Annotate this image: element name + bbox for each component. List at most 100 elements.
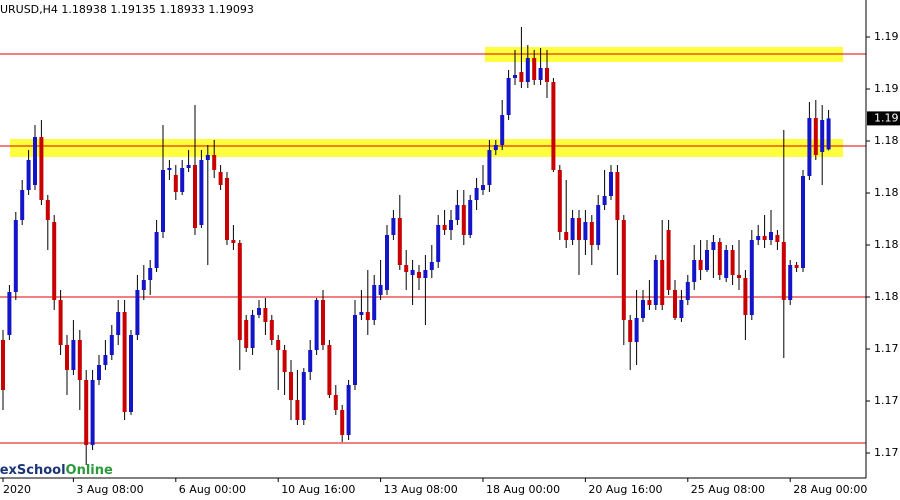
candle-body xyxy=(45,200,50,220)
candle-body xyxy=(545,68,549,82)
candle-body xyxy=(634,318,639,342)
candle-body xyxy=(353,315,357,385)
candle-body xyxy=(263,308,268,322)
x-tick-label: 10 Aug 16:00 xyxy=(281,483,355,496)
candle-body xyxy=(193,165,197,228)
candle-body xyxy=(148,268,153,280)
candle-body xyxy=(20,190,25,220)
candle-body xyxy=(628,320,633,342)
candle-body xyxy=(103,355,108,365)
candle-body xyxy=(596,205,601,245)
candle-body xyxy=(468,200,473,235)
candle-body xyxy=(77,340,82,380)
candle-body xyxy=(532,58,537,80)
x-tick-label: 3 Aug 08:00 xyxy=(76,483,143,496)
candle-body xyxy=(346,385,351,435)
candle-body xyxy=(577,218,581,240)
candle-body xyxy=(52,222,57,300)
candle-body xyxy=(84,380,89,445)
candle-body xyxy=(429,262,434,270)
candle-body xyxy=(788,265,793,300)
candle-body xyxy=(26,160,31,190)
candle-body xyxy=(820,120,825,152)
candle-body xyxy=(743,278,748,315)
candle-body xyxy=(385,235,389,290)
candle-body xyxy=(186,165,191,168)
candle-body xyxy=(321,300,325,345)
candle-body xyxy=(33,137,37,185)
candle-body xyxy=(621,220,626,320)
candle-body xyxy=(436,225,441,262)
current-price-box xyxy=(867,111,900,126)
candle-body xyxy=(269,320,274,340)
candle-body xyxy=(711,242,716,250)
candle-body xyxy=(647,300,652,305)
candle-body xyxy=(397,218,402,265)
candle-body xyxy=(97,365,101,380)
candle-body xyxy=(289,372,293,400)
x-tick-label: 6 Aug 00:00 xyxy=(179,483,246,496)
candle-body xyxy=(116,312,121,335)
candle-body xyxy=(218,172,223,185)
candle-body xyxy=(513,75,517,78)
candle-body xyxy=(180,168,185,192)
y-tick-label: 1.19 xyxy=(874,30,899,43)
candle-body xyxy=(500,115,505,145)
candle-body xyxy=(141,280,146,290)
candle-body xyxy=(679,300,684,318)
candle-body xyxy=(609,172,613,196)
candle-body xyxy=(423,270,428,278)
candle-body xyxy=(641,300,645,318)
x-tick-label: 20 Aug 16:00 xyxy=(588,483,662,496)
candle-body xyxy=(807,118,812,176)
candle-body xyxy=(589,222,594,245)
chart-title: EURUSD,H4 1.18938 1.19135 1.18933 1.1909… xyxy=(0,3,254,16)
candle-body xyxy=(769,232,773,240)
candle-body xyxy=(762,236,767,240)
candle-body xyxy=(391,218,396,235)
candle-body xyxy=(212,155,217,170)
candle-body xyxy=(487,150,492,185)
y-tick-label: 1.18 xyxy=(874,134,899,147)
candle-body xyxy=(564,232,569,240)
candle-body xyxy=(231,240,236,243)
candle-body xyxy=(378,285,383,295)
x-tick-label: 18 Aug 00:00 xyxy=(486,483,560,496)
candle-body xyxy=(660,260,665,305)
candle-body xyxy=(506,78,511,115)
plot-area xyxy=(0,27,866,465)
candle-body xyxy=(557,170,562,232)
candle-body xyxy=(813,118,818,155)
candle-body xyxy=(737,275,741,278)
candle-body xyxy=(653,260,658,305)
candle-body xyxy=(417,272,421,278)
candle-body xyxy=(455,205,460,220)
candle-body xyxy=(365,312,370,320)
candle-body xyxy=(301,372,306,420)
candle-body xyxy=(372,285,377,320)
x-tick-label: 25 Aug 08:00 xyxy=(691,483,765,496)
candle-body xyxy=(65,345,69,370)
candle-body xyxy=(250,315,255,348)
candle-body xyxy=(237,243,242,340)
candle-body xyxy=(775,235,780,242)
y-tick-label: 1.17 xyxy=(874,446,899,459)
candle-body xyxy=(129,335,133,412)
candle-body xyxy=(449,220,453,230)
candle-body xyxy=(519,72,524,82)
candle-body xyxy=(154,232,159,268)
candle-body xyxy=(493,145,498,150)
candle-body xyxy=(327,345,332,395)
x-tick-label: 28 Aug 00:00 xyxy=(793,483,867,496)
candle-body xyxy=(257,308,261,315)
watermark: ForexSchoolOnline xyxy=(0,463,113,478)
candle-body xyxy=(442,225,447,230)
candle-body xyxy=(570,218,575,240)
candle-body xyxy=(615,172,620,220)
candle-body xyxy=(826,118,831,150)
candle-body xyxy=(410,270,415,275)
candle-body xyxy=(551,82,556,170)
candle-body xyxy=(692,260,697,282)
